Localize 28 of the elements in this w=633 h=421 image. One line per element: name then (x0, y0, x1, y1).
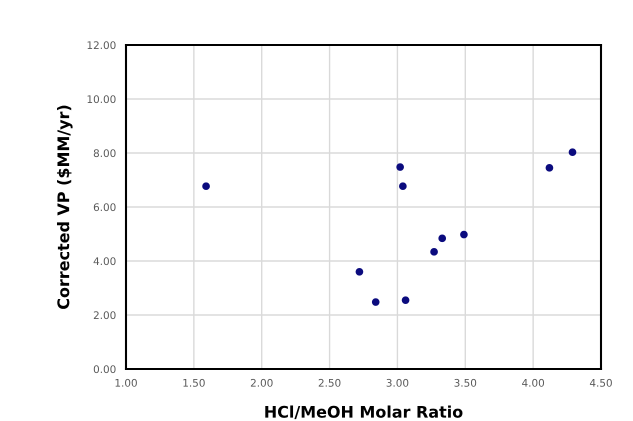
y-tick-label: 4.00 (94, 257, 116, 266)
y-tick-label: 6.00 (94, 203, 116, 212)
x-tick-label: 4.50 (590, 378, 612, 387)
x-tick-label: 1.00 (116, 378, 137, 387)
y-axis-title: Corrected VP ($MM/yr) (56, 106, 73, 309)
x-tick-label: 1.50 (183, 378, 205, 387)
point (402, 296, 410, 304)
point (546, 164, 554, 172)
point (430, 248, 438, 256)
y-tick-label: 10.00 (88, 95, 116, 104)
point (399, 182, 407, 190)
x-tick-label: 3.50 (454, 378, 476, 387)
y-tick-label: 0.00 (94, 365, 116, 374)
x-tick-label: 3.00 (386, 378, 408, 387)
x-tick-label: 4.00 (522, 378, 544, 387)
point (438, 234, 446, 242)
point (396, 163, 404, 171)
y-tick-label: 8.00 (94, 149, 116, 158)
x-tick-label: 2.50 (318, 378, 340, 387)
point (356, 268, 364, 276)
y-tick-label: 2.00 (94, 311, 116, 320)
y-tick-label: 12.00 (88, 41, 116, 50)
x-tick-label: 2.00 (250, 378, 273, 387)
x-axis-title: HCl/MeOH Molar Ratio (265, 405, 462, 420)
point (202, 182, 210, 190)
point (460, 230, 468, 238)
point (372, 298, 380, 306)
point (568, 148, 576, 156)
